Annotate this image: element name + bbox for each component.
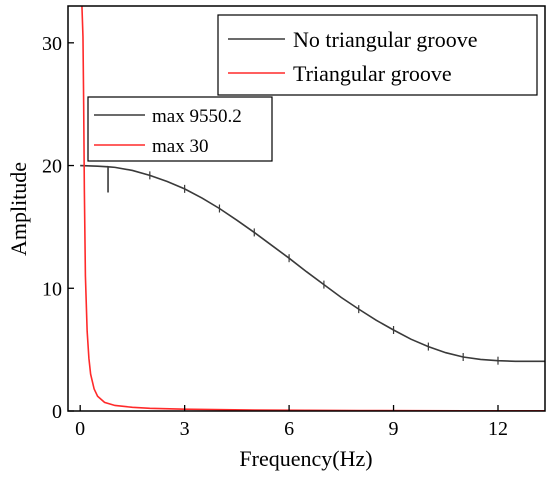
legend-max: max 9550.2 max 30 [87,96,273,162]
y-tick-label: 10 [42,278,62,300]
ticks-layer: 0 3 6 9 12 0 10 20 30 [42,33,508,440]
y-tick-label: 20 [42,156,62,178]
x-tick-label: 9 [389,418,399,440]
y-tick-label: 30 [42,33,62,55]
legend-main: No triangular groove Triangular groove [217,14,538,96]
x-tick-label: 0 [75,418,85,440]
legend-main-label-0: No triangular groove [293,27,478,52]
x-tick-label: 3 [180,418,190,440]
y-tick-label: 0 [52,401,62,423]
series-layer [80,6,545,411]
plot-frame [67,5,546,412]
y-axis-title: Amplitude [6,162,31,256]
legend-max-label-0: max 9550.2 [152,106,242,127]
legend-max-label-1: max 30 [152,136,208,157]
x-tick-label: 6 [284,418,294,440]
series-line-0 [80,164,545,363]
series-line-1 [81,6,545,411]
x-tick-label: 12 [488,418,508,440]
legend-main-box [217,14,538,96]
x-axis-title: Frequency(Hz) [239,446,372,471]
legend-main-label-1: Triangular groove [293,61,452,86]
legend-max-box [87,96,273,162]
